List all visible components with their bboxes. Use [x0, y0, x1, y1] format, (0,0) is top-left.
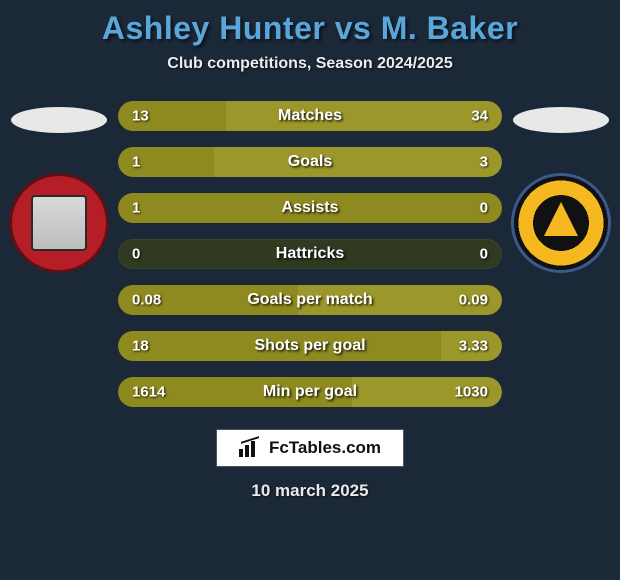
page-subtitle: Club competitions, Season 2024/2025 [0, 55, 620, 73]
page-title: Ashley Hunter vs M. Baker [0, 10, 620, 47]
stat-right-value: 0.09 [459, 292, 488, 309]
main-row: 1334Matches13Goals10Assists00Hattricks0.… [0, 101, 620, 407]
left-player-column [4, 101, 114, 273]
footer: FcTables.com 10 march 2025 [0, 429, 620, 501]
stat-row: 1614 1030 Min per goal [118, 377, 502, 407]
stat-row: 13 34 Matches [118, 101, 502, 131]
left-club-badge [9, 173, 109, 273]
right-club-badge [511, 173, 611, 273]
date-label: 10 march 2025 [251, 481, 368, 501]
brand-text: FcTables.com [269, 438, 381, 458]
stat-label: Goals per match [247, 291, 372, 309]
stat-row: 1 0 Assists [118, 193, 502, 223]
stat-label: Assists [282, 199, 339, 217]
right-player-column [506, 101, 616, 273]
stat-row: 1 3 Goals [118, 147, 502, 177]
stat-right-value: 3.33 [459, 338, 488, 355]
stat-row: 0 0 Hattricks [118, 239, 502, 269]
stat-label: Shots per goal [254, 337, 365, 355]
stat-left-value: 18 [132, 338, 149, 355]
stat-left-value: 1 [132, 200, 140, 217]
stat-left-value: 1 [132, 154, 140, 171]
stat-row: 0.08 0.09 Goals per match [118, 285, 502, 315]
comparison-card: Ashley Hunter vs M. Baker Club competiti… [0, 0, 620, 580]
stat-right-value: 1030 [455, 384, 488, 401]
stat-label: Hattricks [276, 245, 344, 263]
stat-right-value: 0 [480, 200, 488, 217]
stat-label: Min per goal [263, 383, 357, 401]
left-player-avatar [11, 107, 107, 133]
stat-fill-right [226, 101, 502, 131]
stat-left-value: 13 [132, 108, 149, 125]
stat-label: Goals [288, 153, 332, 171]
stat-left-value: 0 [132, 246, 140, 263]
stat-left-value: 0.08 [132, 292, 161, 309]
stat-fill-right [214, 147, 502, 177]
stat-right-value: 0 [480, 246, 488, 263]
stat-left-value: 1614 [132, 384, 165, 401]
stat-row: 18 3.33 Shots per goal [118, 331, 502, 361]
brand-badge: FcTables.com [216, 429, 404, 467]
brand-chart-icon [239, 439, 261, 457]
stats-column: 1334Matches13Goals10Assists00Hattricks0.… [114, 101, 506, 407]
right-player-avatar [513, 107, 609, 133]
stat-right-value: 34 [471, 108, 488, 125]
stat-right-value: 3 [480, 154, 488, 171]
stat-label: Matches [278, 107, 342, 125]
